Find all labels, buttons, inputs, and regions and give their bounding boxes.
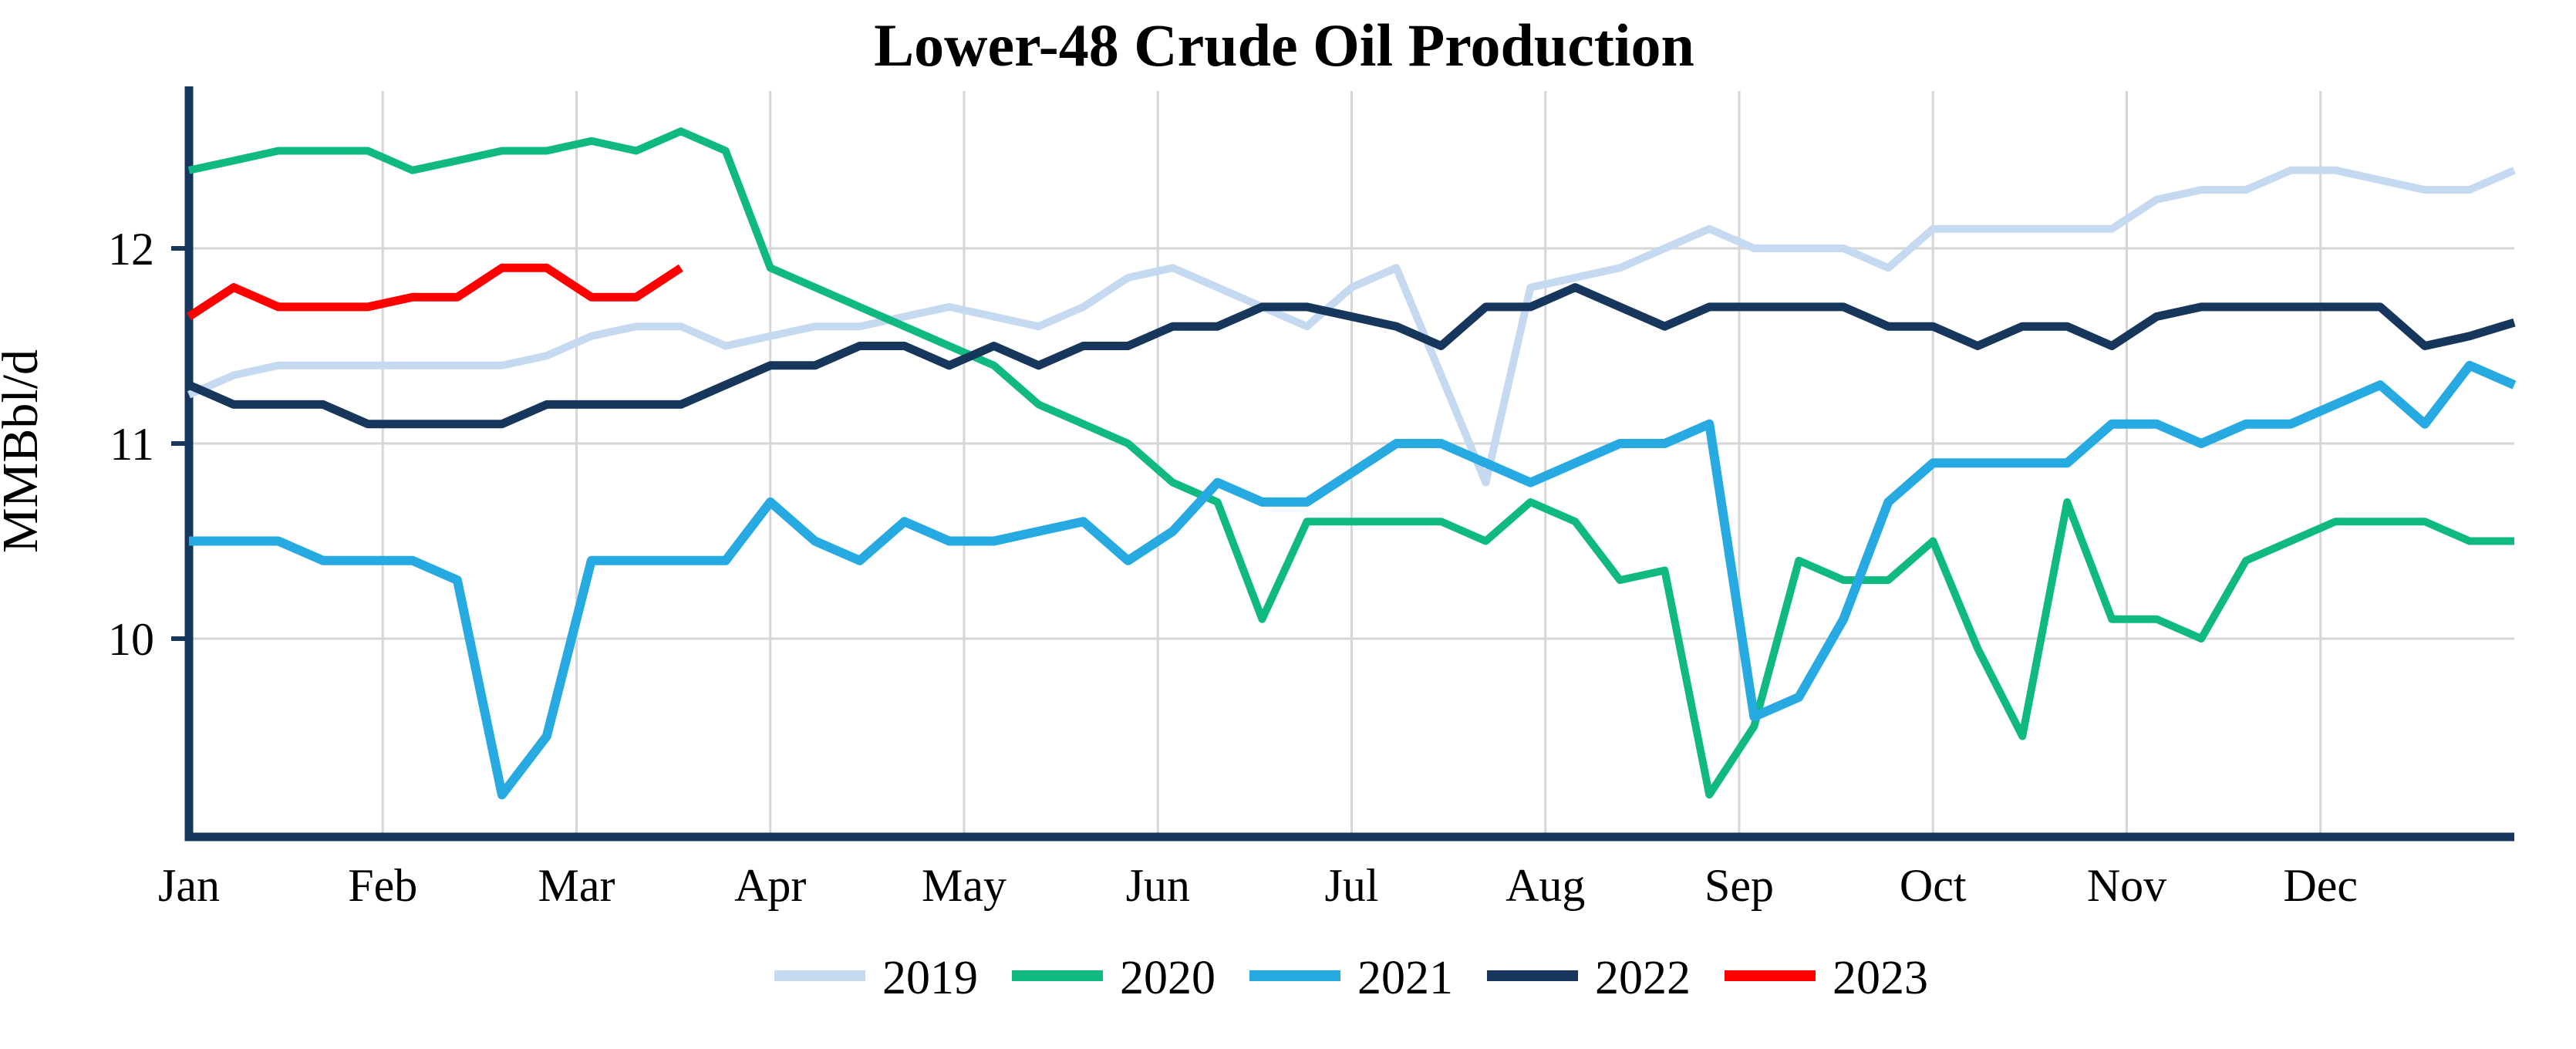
legend-item-2023: 2023 (1725, 952, 1928, 1004)
series-line-2021 (189, 360, 2517, 800)
x-tick-label-aug: Aug (1505, 860, 1585, 911)
x-tick-label-mar: Mar (538, 860, 615, 911)
legend: 2019 2020 2021 2022 2023 (774, 952, 1928, 1004)
axes (171, 86, 2514, 842)
x-tick-label-dec: Dec (2283, 860, 2358, 911)
legend-label-2019: 2019 (882, 952, 978, 1004)
x-tick-label-sep: Sep (1704, 860, 1774, 911)
chart-title: Lower-48 Crude Oil Production (874, 12, 1694, 79)
y-tick-label: 11 (110, 419, 154, 470)
series-line-2023 (186, 263, 683, 321)
legend-item-2021: 2021 (1249, 952, 1453, 1004)
legend-label-2023: 2023 (1833, 952, 1928, 1004)
legend-item-2019: 2019 (774, 952, 978, 1004)
gridlines (193, 91, 2514, 833)
series-line-2020 (187, 127, 2514, 799)
tick-labels: 12 11 10 Jan Feb Mar Apr May Jun Jul Aug Sep Oct Nov D… (108, 224, 2358, 911)
legend-item-2020: 2020 (1012, 952, 1216, 1004)
y-axis-label: MMBbl/d (0, 349, 49, 553)
legend-label-2022: 2022 (1595, 952, 1691, 1004)
legend-label-2021: 2021 (1357, 952, 1453, 1004)
x-tick-label-may: May (922, 860, 1006, 911)
y-tick-label: 12 (108, 224, 154, 275)
series-line-2019 (187, 166, 2516, 487)
legend-item-2022: 2022 (1487, 952, 1691, 1004)
x-tick-label-oct: Oct (1900, 860, 1967, 911)
x-tick-label-jan: Jan (158, 860, 220, 911)
x-tick-label-nov: Nov (2087, 860, 2166, 911)
x-tick-label-jul: Jul (1324, 860, 1378, 911)
y-tick-label: 10 (108, 614, 154, 665)
x-tick-label-feb: Feb (348, 860, 417, 911)
x-tick-label-jun: Jun (1126, 860, 1190, 911)
x-tick-label-apr: Apr (734, 860, 806, 911)
series-line-2022 (187, 283, 2516, 429)
legend-label-2020: 2020 (1120, 952, 1216, 1004)
series-lines (186, 127, 2517, 800)
